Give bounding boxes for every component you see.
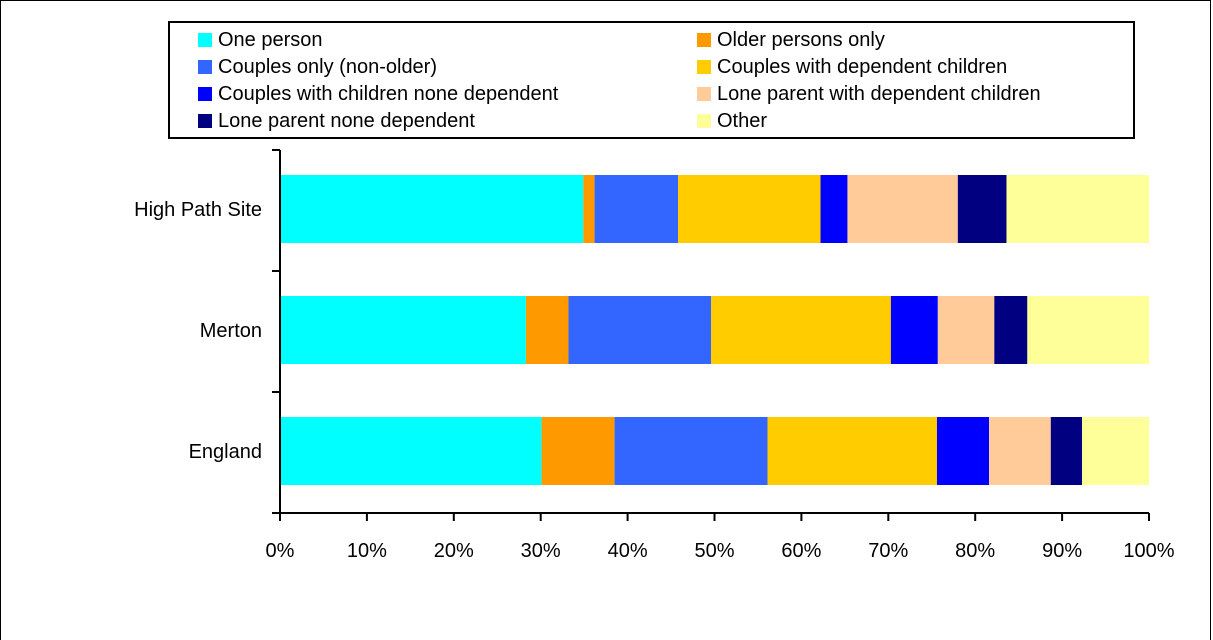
legend-swatch-other bbox=[697, 114, 711, 128]
bar-segment-2-6 bbox=[1050, 417, 1083, 485]
x-tick-label: 70% bbox=[868, 540, 908, 562]
x-tick-label: 10% bbox=[347, 540, 387, 562]
x-tick-label: 20% bbox=[434, 540, 474, 562]
bar-segment-0-1 bbox=[583, 175, 595, 243]
x-tick-label: 60% bbox=[781, 540, 821, 562]
legend-label: Couples with dependent children bbox=[717, 56, 1008, 78]
bar-segment-1-0 bbox=[280, 296, 526, 364]
x-tick-label: 80% bbox=[955, 540, 995, 562]
legend-item-other: Other bbox=[697, 109, 767, 133]
legend-item-couples-children-none-dependent: Couples with children none dependent bbox=[198, 82, 558, 106]
legend: One person Older persons only Couples on… bbox=[168, 21, 1135, 139]
legend-label: Couples only (non-older) bbox=[218, 56, 438, 78]
bar-segment-1-5 bbox=[937, 296, 995, 364]
stacked-bar-chart: High Path Site Merton England 0% 10% 20% 30% 40… bbox=[134, 149, 1175, 562]
legend-label: One person bbox=[218, 29, 323, 51]
legend-swatch-one-person bbox=[198, 33, 212, 47]
bar-segment-2-1 bbox=[541, 417, 615, 485]
bar-segment-1-7 bbox=[1027, 296, 1149, 364]
x-tick-label: 0% bbox=[266, 540, 295, 562]
legend-item-older-persons-only: Older persons only bbox=[697, 28, 885, 52]
x-tick-label: 90% bbox=[1042, 540, 1082, 562]
legend-label: Lone parent none dependent bbox=[218, 110, 475, 132]
category-label: England bbox=[189, 441, 262, 463]
legend-swatch-couples-dependent-children bbox=[697, 60, 711, 74]
legend-label: Other bbox=[717, 110, 768, 132]
x-tick-label: 100% bbox=[1123, 540, 1174, 562]
bar-segment-0-3 bbox=[678, 175, 821, 243]
x-tick-label: 50% bbox=[694, 540, 734, 562]
bar-segment-0-2 bbox=[594, 175, 679, 243]
bar-segment-1-4 bbox=[890, 296, 938, 364]
bar-segment-2-3 bbox=[767, 417, 937, 485]
legend-swatch-lone-parent-dependent-children bbox=[697, 87, 711, 101]
bar-segment-2-5 bbox=[989, 417, 1051, 485]
legend-swatch-couples-children-none-dependent bbox=[198, 87, 212, 101]
legend-item-couples-only: Couples only (non-older) bbox=[198, 55, 437, 79]
category-label: High Path Site bbox=[134, 199, 262, 221]
bar-segment-1-6 bbox=[994, 296, 1028, 364]
bar-segment-2-0 bbox=[280, 417, 542, 485]
legend-swatch-older-persons-only bbox=[697, 33, 711, 47]
x-tick-label: 30% bbox=[521, 540, 561, 562]
bar-segment-0-0 bbox=[280, 175, 584, 243]
legend-label: Older persons only bbox=[717, 29, 885, 51]
legend-item-one-person: One person bbox=[198, 28, 323, 52]
x-tick-label: 40% bbox=[608, 540, 648, 562]
bar-segment-1-2 bbox=[568, 296, 712, 364]
bar-segment-2-4 bbox=[936, 417, 990, 485]
bar-segment-2-2 bbox=[614, 417, 768, 485]
legend-item-lone-parent-none-dependent: Lone parent none dependent bbox=[198, 109, 475, 133]
legend-label: Lone parent with dependent children bbox=[717, 83, 1041, 105]
bar-segment-0-5 bbox=[847, 175, 958, 243]
category-label: Merton bbox=[200, 320, 262, 342]
bar-segment-0-4 bbox=[820, 175, 848, 243]
bar-segment-0-7 bbox=[1006, 175, 1149, 243]
bar-segment-1-3 bbox=[711, 296, 891, 364]
legend-swatch-couples-only bbox=[198, 60, 212, 74]
bar-segment-1-1 bbox=[525, 296, 569, 364]
legend-item-lone-parent-dependent-children: Lone parent with dependent children bbox=[697, 82, 1041, 106]
bar-segment-2-7 bbox=[1082, 417, 1149, 485]
bar-segment-0-6 bbox=[957, 175, 1007, 243]
legend-item-couples-dependent-children: Couples with dependent children bbox=[697, 55, 1007, 79]
legend-swatch-lone-parent-none-dependent bbox=[198, 114, 212, 128]
legend-label: Couples with children none dependent bbox=[218, 83, 559, 105]
